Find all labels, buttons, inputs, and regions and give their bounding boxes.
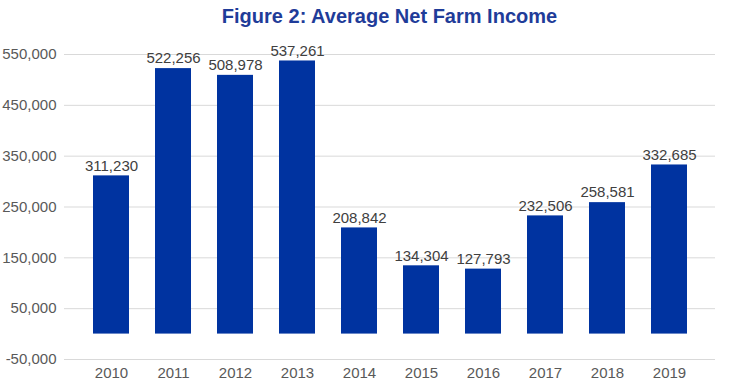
- svg-text:537,261: 537,261: [270, 42, 324, 59]
- svg-text:2010: 2010: [95, 364, 128, 381]
- svg-text:150,000: 150,000: [2, 249, 56, 266]
- svg-text:522,256: 522,256: [146, 49, 200, 66]
- html-text:Figure 2: Average Net Farm Inc: Figure 2: Average Net Farm Income: [221, 5, 558, 27]
- svg-text:2018: 2018: [591, 364, 624, 381]
- svg-text:311,230: 311,230: [85, 157, 138, 174]
- svg-text:2019: 2019: [653, 364, 686, 381]
- svg-text:2012: 2012: [219, 364, 252, 381]
- svg-text:232,506: 232,506: [518, 197, 572, 214]
- svg-text:-50,000: -50,000: [6, 350, 57, 367]
- svg-text:350,000: 350,000: [2, 147, 56, 164]
- svg-text:258,581: 258,581: [580, 183, 634, 200]
- svg-text:332,685: 332,685: [642, 146, 696, 163]
- svg-text:550,000: 550,000: [2, 45, 56, 62]
- svg-text:2015: 2015: [405, 364, 438, 381]
- svg-text:134,304: 134,304: [394, 247, 448, 264]
- svg-text:2017: 2017: [529, 364, 562, 381]
- svg-text:250,000: 250,000: [2, 198, 56, 215]
- svg-text:208,842: 208,842: [332, 209, 386, 226]
- svg-text:2011: 2011: [157, 364, 189, 381]
- svg-text:450,000: 450,000: [2, 96, 56, 113]
- svg-text:2016: 2016: [467, 364, 500, 381]
- svg-text:2013: 2013: [281, 364, 314, 381]
- svg-text:50,000: 50,000: [11, 299, 57, 316]
- svg-text:127,793: 127,793: [456, 250, 510, 267]
- svg-text:508,978: 508,978: [208, 56, 262, 73]
- svg-text:2014: 2014: [343, 364, 376, 381]
